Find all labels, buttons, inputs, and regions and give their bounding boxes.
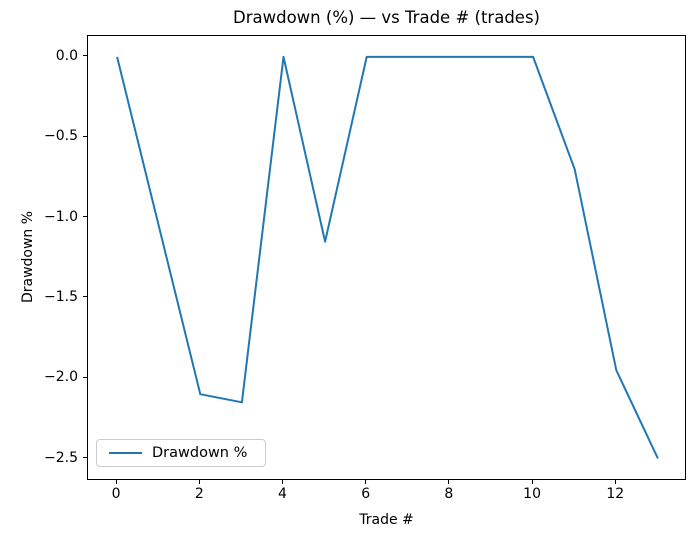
y-tick-label: −1.5 (44, 288, 78, 305)
x-tick-label: 4 (278, 486, 287, 502)
y-tick-label: −2.5 (44, 449, 78, 466)
y-tick-mark (83, 457, 87, 458)
x-tick-mark (365, 480, 367, 484)
y-tick-mark (83, 376, 87, 378)
legend-label: Drawdown % (152, 445, 248, 461)
x-tick-mark (531, 480, 533, 484)
drawdown-line-series (116, 55, 659, 459)
x-tick-label: 12 (606, 486, 625, 502)
y-tick-label: 0.0 (55, 47, 78, 64)
legend: Drawdown % (96, 439, 266, 467)
legend-line-swatch (109, 452, 142, 454)
x-tick-label: 10 (523, 486, 541, 502)
x-tick-label: 8 (444, 486, 454, 502)
y-tick-mark (83, 55, 87, 57)
x-tick-mark (198, 480, 200, 484)
y-tick-mark (83, 135, 87, 137)
plot-area: Drawdown % (87, 35, 686, 480)
chart-title: Drawdown (%) — vs Trade # (trades) (233, 8, 540, 27)
x-tick-label: 2 (194, 486, 204, 502)
x-tick-label: 6 (361, 486, 371, 502)
x-tick-mark (282, 480, 283, 484)
y-tick-label: −2.0 (44, 369, 78, 386)
line-chart-svg (116, 55, 659, 459)
y-tick-label: −0.5 (44, 128, 78, 145)
x-tick-mark (614, 480, 616, 484)
x-tick-mark (115, 480, 117, 484)
y-tick-mark (83, 216, 87, 218)
y-tick-label: −1.0 (44, 208, 78, 225)
y-tick-mark (83, 296, 87, 298)
x-tick-mark (448, 480, 450, 484)
x-axis-label: Trade # (359, 512, 414, 528)
x-tick-label: 0 (111, 486, 121, 502)
